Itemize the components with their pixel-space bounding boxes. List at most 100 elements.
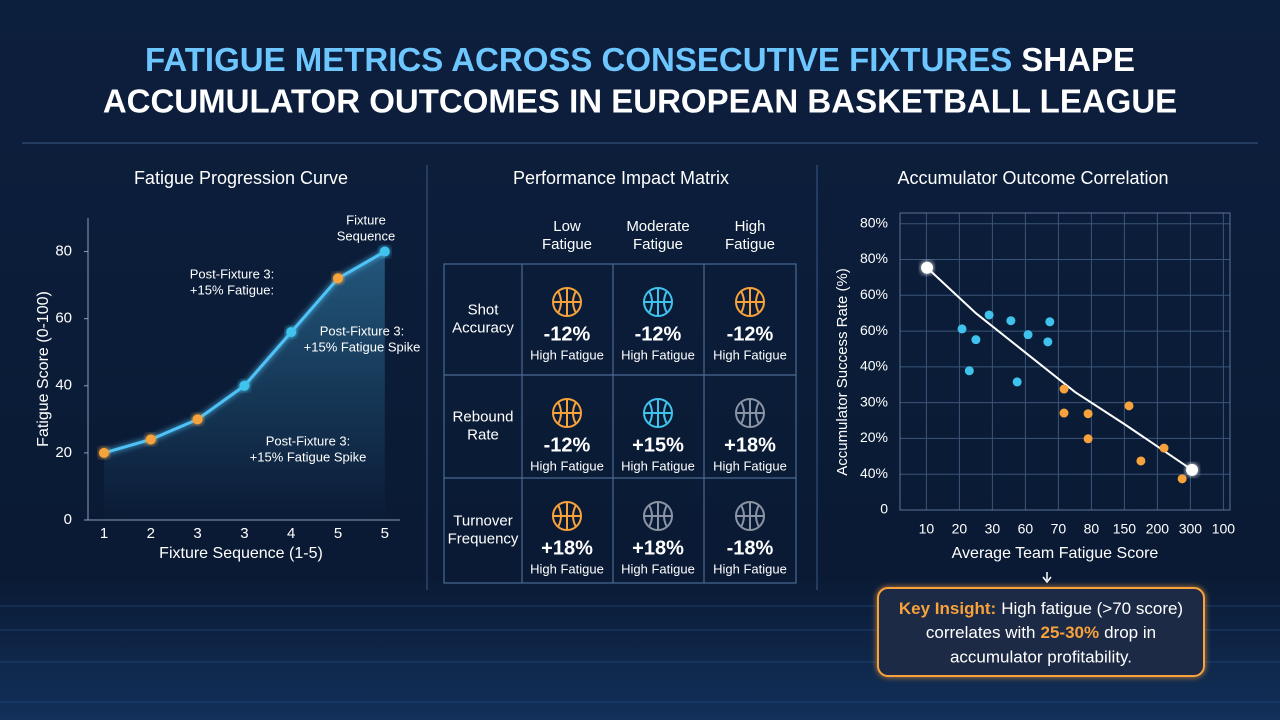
- point: [1186, 463, 1199, 476]
- title-highlight: FATIGUE METRICS ACROSS CONSECUTIVE FIXTU…: [145, 41, 1012, 78]
- x-tick-label: 3: [240, 525, 248, 542]
- y-tick-label: 20%: [860, 429, 888, 445]
- point: [239, 380, 250, 391]
- insight-line: correlates with 25-30% drop in: [926, 623, 1156, 642]
- y-tick-label: 40%: [860, 465, 888, 481]
- row-header: Rate: [467, 426, 499, 443]
- point: [1059, 384, 1069, 394]
- point: [1012, 377, 1022, 387]
- y-tick-label: 80%: [860, 214, 888, 230]
- trend-line: [926, 267, 1193, 471]
- ball-seams: [644, 399, 672, 427]
- ball-seams: [553, 502, 581, 530]
- cell-value: -12%: [544, 323, 591, 345]
- x-tick-label: 4: [287, 525, 295, 542]
- cell-note: High Fatigue: [621, 347, 695, 362]
- point: [1083, 409, 1093, 419]
- x-axis-label: Fixture Sequence (1-5): [159, 545, 323, 562]
- ball-icon: [552, 501, 582, 531]
- title-rest: SHAPE: [1021, 41, 1135, 78]
- point: [964, 366, 974, 376]
- insight-highlight: 25-30%: [1041, 623, 1100, 642]
- point: [379, 246, 390, 257]
- insight-line: Key Insight: High fatigue (>70 score): [899, 599, 1183, 618]
- x-tick-label: 60: [1018, 521, 1034, 537]
- y-tick-label: 80%: [860, 250, 888, 266]
- cell-value: +18%: [724, 434, 776, 456]
- ball-seams: [736, 399, 764, 427]
- y-tick-label: 80: [55, 243, 72, 260]
- ball-icon: [643, 287, 673, 317]
- cell-value: -12%: [727, 323, 774, 345]
- ball-seams: [736, 502, 764, 530]
- row-header: Shot: [468, 301, 500, 318]
- column-header: Moderate: [626, 218, 689, 235]
- y-tick-label: 40%: [860, 358, 888, 374]
- cell-note: High Fatigue: [713, 458, 787, 473]
- point: [1059, 408, 1069, 418]
- cell-value: -12%: [544, 434, 591, 456]
- ball-seams: [736, 288, 764, 316]
- point: [1177, 474, 1187, 484]
- y-tick-label: 20: [55, 444, 72, 461]
- annotation: +15% Fatigue Spike: [250, 449, 367, 464]
- annotation: +15% Fatigue Spike: [304, 339, 421, 354]
- point: [971, 335, 981, 345]
- matrix-grid: [443, 263, 797, 584]
- column-header: Low: [553, 218, 581, 235]
- point: [1159, 443, 1169, 453]
- y-tick-label: 40: [55, 377, 72, 394]
- ball-icon: [643, 398, 673, 428]
- point: [99, 447, 109, 458]
- point: [1136, 456, 1146, 466]
- x-tick-label: 5: [381, 525, 389, 542]
- point: [984, 310, 994, 320]
- x-tick-label: 5: [334, 525, 342, 542]
- point: [957, 324, 967, 334]
- cell-note: High Fatigue: [530, 561, 604, 576]
- column-header: Fatigue: [542, 236, 592, 253]
- x-axis-label: Average Team Fatigue Score: [952, 545, 1159, 562]
- row-header: Accuracy: [452, 319, 514, 336]
- column-header: Fatigue: [725, 236, 775, 253]
- y-tick-label: 60%: [860, 322, 888, 338]
- x-tick-label: 1: [100, 525, 108, 542]
- cell-note: High Fatigue: [621, 561, 695, 576]
- cell-value: +18%: [541, 537, 593, 559]
- point: [1043, 337, 1053, 347]
- point: [192, 414, 203, 425]
- point: [1023, 330, 1033, 340]
- point: [333, 273, 343, 284]
- point: [1045, 317, 1055, 327]
- insight-label: Key Insight:: [899, 599, 996, 618]
- page-title: FATIGUE METRICS ACROSS CONSECUTIVE FIXTU…: [145, 41, 1135, 78]
- ball-seams: [644, 288, 672, 316]
- row-header: Turnover: [453, 512, 512, 529]
- annotation: Fixture: [346, 212, 386, 227]
- cell-value: +18%: [632, 537, 684, 559]
- column-header: High: [735, 218, 766, 235]
- chart-title: Accumulator Outcome Correlation: [897, 168, 1168, 188]
- chart-title: Fatigue Progression Curve: [134, 168, 348, 188]
- cell-value: -18%: [727, 537, 774, 559]
- arrow: [1042, 572, 1052, 584]
- ball-icon: [643, 501, 673, 531]
- y-tick-label: 60: [55, 310, 72, 327]
- column-header: Fatigue: [633, 236, 683, 253]
- insight-text: correlates with: [926, 623, 1036, 642]
- x-tick-label: 150: [1113, 521, 1137, 537]
- y-tick-label: 0: [64, 511, 72, 528]
- y-axis-label: Fatigue Score (0-100): [35, 291, 52, 447]
- cell-note: High Fatigue: [530, 458, 604, 473]
- ball-icon: [552, 287, 582, 317]
- insight-text: accumulator profitability.: [950, 647, 1132, 666]
- ball-icon: [552, 398, 582, 428]
- y-axis-label: Accumulator Success Rate (%): [834, 268, 851, 476]
- x-tick-label: 100: [1212, 521, 1236, 537]
- ball-icon: [735, 287, 765, 317]
- insight-text: High fatigue (>70 score): [1001, 599, 1183, 618]
- ball-icon: [735, 398, 765, 428]
- x-tick-label: 2: [147, 525, 155, 542]
- x-tick-label: 70: [1051, 521, 1067, 537]
